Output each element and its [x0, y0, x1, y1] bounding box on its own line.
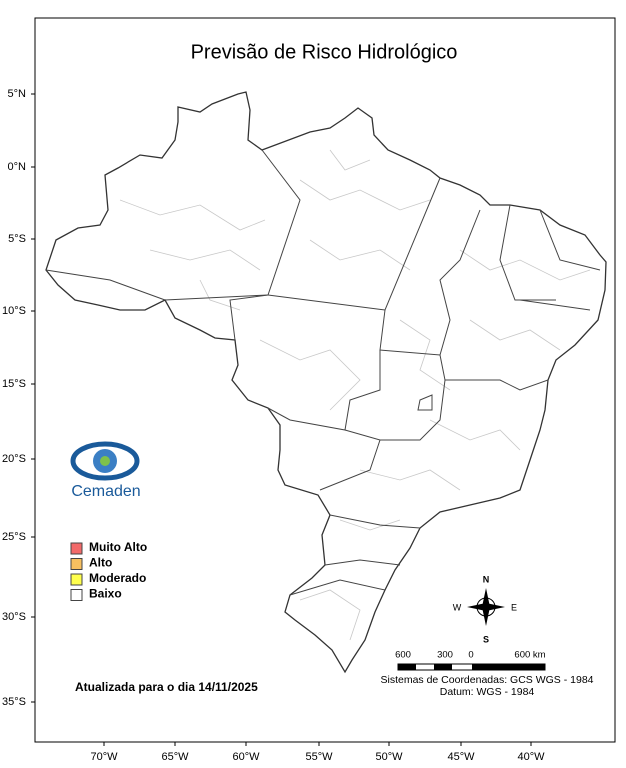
- scale-label: 600 km: [514, 650, 545, 661]
- lat-label: 25°S: [2, 531, 26, 543]
- compass-star: [467, 588, 505, 626]
- lon-label: 55°W: [305, 751, 333, 763]
- lat-label: 5°S: [8, 233, 26, 245]
- scale-segment: [398, 664, 416, 670]
- lat-label: 5°N: [8, 88, 27, 100]
- legend-swatch: [70, 558, 83, 570]
- lat-label: 0°N: [8, 161, 27, 173]
- legend-swatch: [70, 589, 83, 601]
- lon-label: 50°W: [375, 751, 403, 763]
- lat-label: 15°S: [2, 378, 26, 390]
- lon-label: 60°W: [232, 751, 260, 763]
- update-note: Atualizada para o dia 14/11/2025: [75, 680, 258, 694]
- compass-north: N: [483, 574, 490, 584]
- scale-labels: 600 300 0 600 km: [395, 650, 546, 661]
- lat-label: 30°S: [2, 611, 26, 623]
- lat-label: 35°S: [2, 696, 26, 708]
- scale-segment: [472, 664, 545, 670]
- legend-label: Muito Alto: [89, 540, 147, 554]
- lon-label: 40°W: [517, 751, 545, 763]
- state-borders: [45, 149, 601, 596]
- latitude-labels: 5°N 0°N 5°S 10°S 15°S 20°S 25°S 30°S 35°S: [2, 88, 35, 708]
- scale-bar: [397, 663, 546, 671]
- compass-east: E: [511, 602, 517, 612]
- map-title: Previsão de Risco Hidrológico: [191, 41, 458, 63]
- compass: N S E W: [453, 574, 517, 644]
- country-outline: [45, 91, 607, 674]
- lon-label: 45°W: [447, 751, 475, 763]
- legend-label: Alto: [89, 556, 112, 570]
- scale-label: 600: [395, 650, 411, 661]
- legend-label: Moderado: [89, 571, 146, 585]
- scale-label: 300: [437, 650, 453, 661]
- logo-pupil: [100, 456, 110, 466]
- logo-text: Cemaden: [71, 483, 140, 500]
- legend-label: Baixo: [89, 587, 122, 601]
- lon-label: 70°W: [90, 751, 118, 763]
- datum-text: Datum: WGS - 1984: [440, 686, 535, 698]
- compass-west: W: [453, 602, 462, 612]
- scale-segment: [434, 664, 452, 670]
- lon-label: 65°W: [161, 751, 189, 763]
- municipal-borders: [119, 149, 591, 641]
- cemaden-logo: Cemaden: [70, 441, 141, 500]
- logo-eye: [70, 441, 140, 481]
- longitude-labels: 70°W 65°W 60°W 55°W 50°W 45°W 40°W: [90, 742, 545, 763]
- crs-text: Sistemas de Coordenadas: GCS WGS - 1984: [380, 674, 593, 686]
- lat-label: 10°S: [2, 305, 26, 317]
- compass-south: S: [483, 634, 489, 644]
- legend-swatch: [70, 573, 83, 586]
- scale-label: 0: [468, 650, 473, 661]
- legend-swatch: [70, 542, 83, 555]
- brazil-map: [45, 91, 607, 674]
- lat-label: 20°S: [2, 453, 26, 465]
